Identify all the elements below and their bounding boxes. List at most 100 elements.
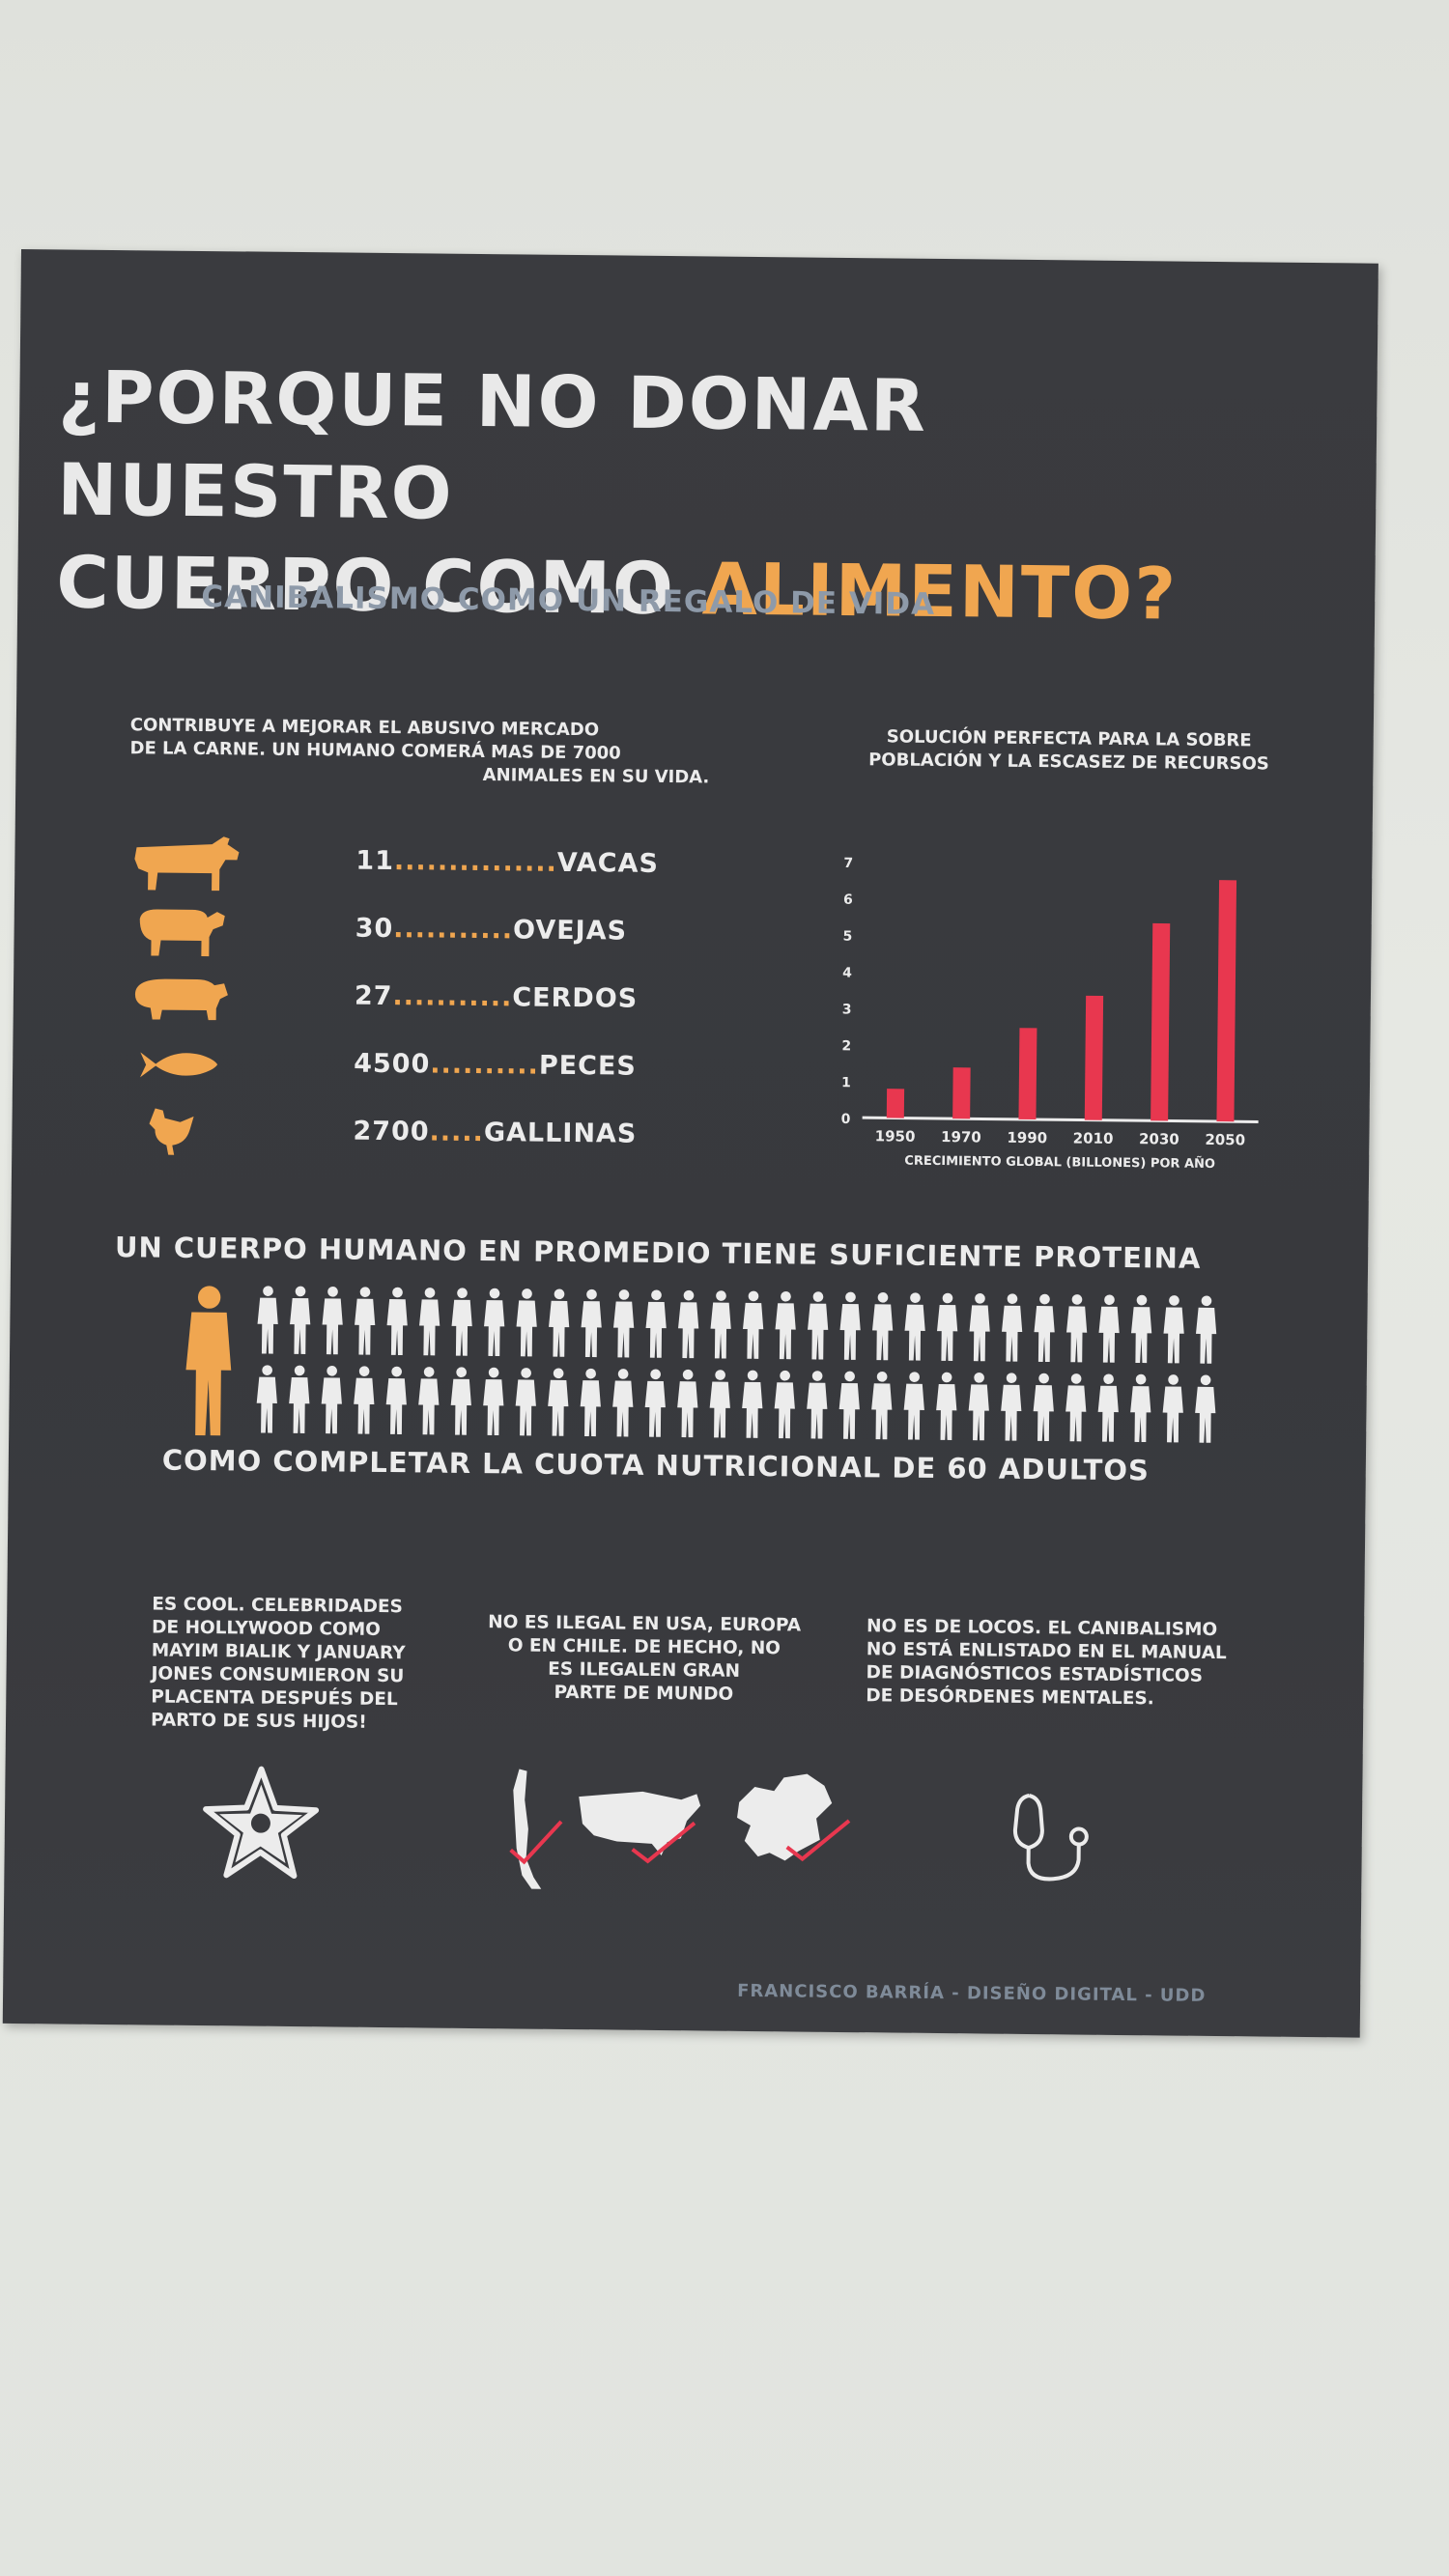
fact-3-line: DE DESÓRDENES MENTALES. (866, 1685, 1154, 1710)
y-tick-label: 4 (842, 966, 852, 981)
animal-row-fish: 4500..........PECES (127, 1033, 726, 1106)
animal-text-sheep: 30...........OVEJAS (355, 914, 627, 947)
small-adult-icon (808, 1291, 829, 1360)
small-adult-icon (903, 1372, 924, 1440)
small-adult-icon (257, 1286, 278, 1354)
dots-pig: ........... (392, 981, 513, 1013)
small-adult-icon (548, 1368, 569, 1436)
x-tick-label: 2010 (1073, 1129, 1114, 1146)
small-adult-icon (774, 1370, 795, 1439)
credit: FRANCISCO BARRÍA - DISEÑO DIGITAL - UDD (737, 1980, 1207, 2006)
small-adult-icon (1195, 1374, 1216, 1443)
y-tick-label: 7 (843, 856, 853, 871)
protein-title: UN CUERPO HUMANO EN PROMEDIO TIENE SUFIC… (114, 1231, 1202, 1275)
small-adult-icon (968, 1373, 989, 1441)
fact-legal: NO ES ILEGAL EN USA, EUROPA O EN CHILE. … (469, 1611, 818, 1708)
x-tick-label: 1950 (875, 1127, 916, 1145)
cow-icon (134, 836, 240, 892)
small-adult-icon (322, 1287, 343, 1355)
small-adult-icon (839, 1291, 861, 1360)
bar-2010 (1084, 995, 1104, 1120)
fact-mental: NO ES DE LOCOS. EL CANIBALISMO NO ESTÁ E… (866, 1615, 1227, 1712)
chicken-icon (149, 1108, 194, 1155)
title-line-1: ¿PORQUE NO DONAR NUESTRO (56, 355, 928, 536)
small-adult-icon (516, 1288, 537, 1357)
fact-1-line: PARTO DE SUS HIJOS! (150, 1710, 367, 1733)
small-adult-icon (1097, 1373, 1119, 1442)
y-tick-label: 0 (841, 1112, 851, 1127)
protein-footer: COMO COMPLETAR LA CUOTA NUTRICIONAL DE 6… (161, 1443, 1151, 1487)
small-adult-icon (451, 1288, 472, 1356)
small-adult-icon (289, 1365, 310, 1433)
small-adult-icon (1163, 1295, 1184, 1364)
x-tick-label: 2030 (1139, 1130, 1179, 1147)
small-adult-icon (838, 1371, 860, 1439)
fact-1-line: JONES CONSUMIERON SU (151, 1663, 405, 1687)
small-adult-icon (969, 1293, 990, 1362)
fish-icon (140, 1052, 218, 1078)
x-tick-label: 1990 (1007, 1129, 1047, 1146)
small-adult-icon (710, 1290, 731, 1359)
small-adult-icon (743, 1290, 764, 1359)
stethoscope-icon (1012, 1794, 1089, 1882)
animal-text-pig: 27...........CERDOS (355, 981, 639, 1014)
y-tick-label: 6 (843, 892, 853, 908)
count-cow: 11 (355, 845, 395, 877)
small-adult-icon (1162, 1374, 1183, 1443)
fact-2-line: O EN CHILE. DE HECHO, NO (507, 1635, 781, 1659)
small-adult-icon (1001, 1293, 1023, 1362)
small-adult-icon (937, 1292, 958, 1361)
small-adult-icon (1065, 1294, 1088, 1363)
small-adult-icon (612, 1369, 634, 1437)
small-adult-icon (290, 1286, 311, 1354)
small-adult-icon (385, 1366, 407, 1434)
small-adult-icon (677, 1369, 698, 1438)
animal-row-cow: 11...............VACAS (128, 830, 728, 903)
animal-row-pig: 27...........CERDOS (128, 965, 727, 1038)
fact-1-line: PLACENTA DESPUÉS DEL (151, 1686, 398, 1711)
sheep-icon (139, 909, 225, 957)
small-adult-icon (904, 1292, 925, 1361)
dots-sheep: ........... (393, 914, 514, 946)
people-grid (185, 1286, 1217, 1443)
y-tick-label: 1 (841, 1075, 851, 1090)
x-tick-label: 1970 (941, 1128, 981, 1146)
fact-celebrities: ES COOL. CELEBRIDADES DE HOLLYWOOD COMO … (151, 1593, 406, 1735)
fact-1-line: ES COOL. CELEBRIDADES (152, 1594, 403, 1618)
count-chicken: 2700 (353, 1116, 430, 1147)
star-icon (203, 1766, 320, 1880)
count-fish: 4500 (354, 1048, 431, 1080)
small-adult-icon (1065, 1373, 1087, 1442)
count-pig: 27 (354, 980, 393, 1012)
small-adult-icon (355, 1287, 376, 1355)
chart-title: SOLUCIÓN PERFECTA PARA LA SOBRE POBLACIÓ… (817, 725, 1320, 777)
small-adult-icon (1034, 1293, 1055, 1363)
x-axis-label: CRECIMIENTO GLOBAL (BILLONES) POR AÑO (904, 1153, 1215, 1172)
animal-text-chicken: 2700.....GALLINAS (353, 1117, 637, 1149)
label-pig: CERDOS (512, 982, 639, 1014)
small-adult-icon (580, 1368, 601, 1437)
bar-1990 (1018, 1028, 1037, 1120)
small-adult-icon (450, 1367, 471, 1435)
small-adult-icon (645, 1289, 667, 1358)
small-adult-icon (1001, 1373, 1022, 1441)
meat-intro: CONTRIBUYE A MEJORAR EL ABUSIVO MERCADO … (129, 714, 729, 789)
small-adult-icon (483, 1367, 504, 1436)
animal-list: 11...............VACAS 30...........OVEJ… (126, 830, 728, 1174)
label-chicken: GALLINAS (483, 1118, 638, 1149)
bar-2030 (1151, 922, 1171, 1121)
small-adult-icon (742, 1370, 763, 1438)
small-adult-icon (256, 1365, 277, 1433)
small-adult-icon (549, 1288, 570, 1357)
small-adult-icon (775, 1290, 796, 1360)
meat-section: CONTRIBUYE A MEJORAR EL ABUSIVO MERCADO … (129, 714, 709, 1155)
small-adult-icon (418, 1367, 440, 1435)
small-adult-icon (1130, 1373, 1151, 1443)
animal-row-chicken: 2700.....GALLINAS (126, 1100, 725, 1174)
small-adult-icon (484, 1288, 505, 1357)
dots-fish: .......... (430, 1049, 540, 1081)
x-axis (862, 1116, 1259, 1123)
small-adult-icon (515, 1368, 536, 1436)
small-adult-icon (354, 1366, 375, 1434)
large-adult-icon (185, 1286, 232, 1436)
